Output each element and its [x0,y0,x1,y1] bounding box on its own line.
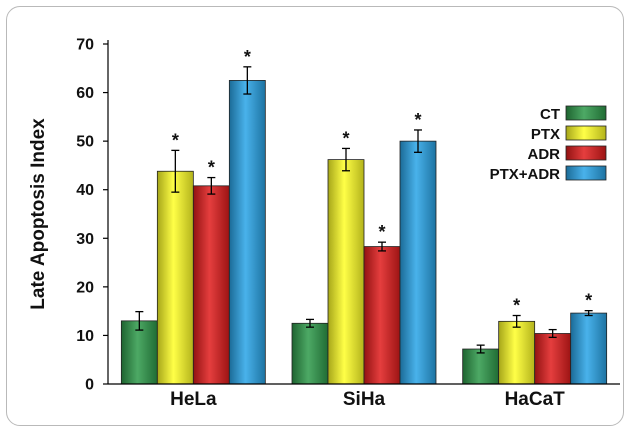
significance-star: * [342,128,349,148]
bar-siha-adr [363,246,401,385]
significance-star: * [513,296,520,316]
significance-star: * [244,47,251,67]
x-tick-label: HeLa [170,389,217,410]
y-tick-label: 40 [76,182,94,199]
y-tick-label: 20 [76,279,94,296]
legend-swatch [565,105,607,121]
significance-star: * [414,110,421,130]
bar-hacat-ptx-adr [570,312,608,385]
significance-star: * [585,291,592,311]
legend-label: ADR [528,146,561,163]
y-tick-label: 50 [76,134,94,151]
legend-swatch [565,165,607,181]
y-tick-label: 60 [76,85,94,102]
significance-star: * [172,130,179,150]
x-tick-label: HaCaT [505,389,566,410]
bar-hela-ptx [156,170,194,385]
bars-layer: * * * * * * * * [120,47,608,385]
axes-layer: HeLa SiHa HaCaT 0 10 20 30 40 50 60 70 [76,37,620,410]
legend-label: PTX+ADR [490,166,561,183]
y-tick-label: 70 [76,37,94,54]
significance-star: * [208,158,215,178]
bar-siha-ct [291,322,329,385]
x-tick-label: SiHa [343,389,386,410]
significance-star: * [378,222,385,242]
bar-hacat-ptx [498,320,536,385]
legend-swatch [565,145,607,161]
bar-chart: Late Apoptosis Index * * * * * * * * HeLa SiHa Ha… [28,37,620,410]
bar-hela-adr [192,185,230,385]
bar-hela-ptx-adr [228,80,266,385]
legend-label: PTX [531,126,560,143]
legend-swatch [565,125,607,141]
y-tick-label: 0 [85,377,94,394]
y-tick-label: 10 [76,328,94,345]
bar-hacat-ct [462,348,500,385]
legend: CT PTX ADR PTX+ADR [490,105,607,183]
bar-hacat-adr [534,333,572,385]
y-axis-label: Late Apoptosis Index [28,118,49,310]
legend-label: CT [540,106,560,123]
bar-siha-ptx-adr [399,140,437,385]
bar-hela-ct [120,320,158,385]
bar-siha-ptx [327,159,365,385]
y-tick-label: 30 [76,231,94,248]
